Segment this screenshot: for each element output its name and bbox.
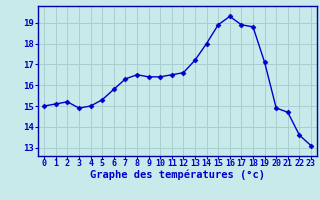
X-axis label: Graphe des températures (°c): Graphe des températures (°c) (90, 169, 265, 180)
